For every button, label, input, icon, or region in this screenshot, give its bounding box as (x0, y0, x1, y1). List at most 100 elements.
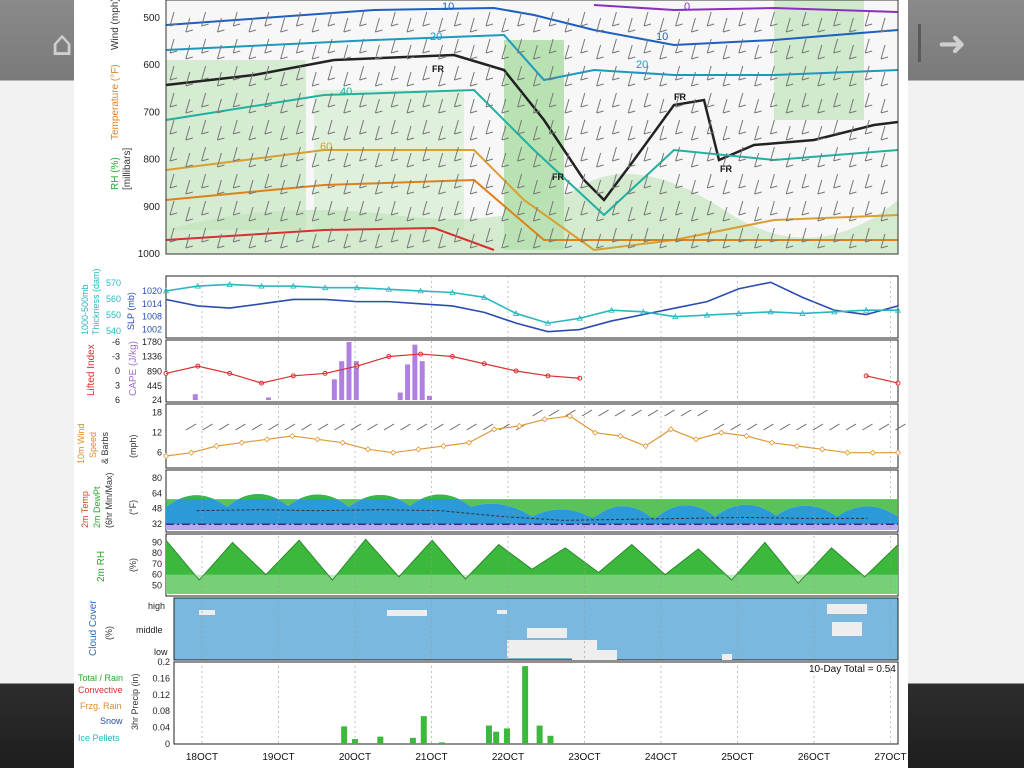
rh-tick-label: 90 (152, 537, 162, 547)
wind-barb (738, 212, 746, 216)
wind-barb (453, 11, 459, 27)
contour-label: FR (674, 92, 686, 102)
wind-barb (201, 119, 207, 135)
cape-bar (397, 392, 403, 400)
wind-tick-label: 6 (157, 448, 162, 458)
wind-barb (833, 50, 841, 54)
wind-barb (296, 104, 304, 108)
wind-barb (248, 152, 254, 168)
wind-barb (327, 38, 333, 54)
wind-barb (264, 239, 272, 243)
wind-barb (185, 17, 191, 33)
wind-barb (400, 423, 411, 431)
wind-barb (454, 212, 462, 216)
wind-barb (801, 92, 807, 108)
wind-barb (485, 158, 494, 162)
wind-tick-label: 12 (152, 428, 162, 438)
wind-barb (596, 110, 604, 114)
wind-barb (627, 17, 633, 33)
wind-barb (359, 200, 365, 216)
wind-barb (786, 83, 794, 87)
wind-barb (659, 179, 665, 195)
wind-barb (232, 11, 238, 27)
wind-barb (248, 29, 257, 33)
wind-barb (232, 200, 238, 216)
wind-barb (469, 44, 475, 60)
wind-barb (865, 23, 873, 27)
wind-barb (643, 212, 652, 216)
wind-barb (817, 233, 823, 249)
wind-barb (233, 104, 241, 108)
wind-barb (865, 212, 873, 216)
wind-barb (706, 11, 712, 27)
wind-speed-point (339, 439, 346, 446)
wind-barb (327, 185, 336, 189)
wind-barb (185, 191, 193, 195)
wind-barb (374, 125, 380, 141)
wind-barb (659, 164, 667, 168)
wind-barb (469, 125, 475, 141)
wind-barb (312, 110, 320, 114)
wind-barb (659, 83, 667, 87)
series-line (165, 283, 898, 324)
wind-barb (296, 77, 304, 81)
wind-barb (343, 233, 349, 249)
wind-barb (817, 206, 823, 222)
wind-barb (580, 212, 588, 216)
precip-total-label: 10-Day Total = 0.54 (809, 664, 896, 675)
wind-barb (185, 137, 193, 141)
wind-barb (391, 50, 399, 54)
wind-barb (517, 38, 523, 54)
wind-barb (201, 11, 207, 27)
cloud-level-middle: middle (136, 625, 163, 635)
wind-barb (785, 206, 791, 222)
wind-barb (849, 83, 857, 87)
wind-barb (691, 191, 699, 195)
wind-speed-point (390, 449, 397, 456)
arrow-right-icon[interactable]: ➜ (937, 24, 967, 64)
wind-barb (786, 56, 794, 60)
wind-barb (722, 206, 728, 222)
wind-barb (295, 92, 301, 108)
cape-bar (353, 361, 359, 400)
wind-barb (675, 77, 683, 81)
wind-barb (248, 44, 254, 60)
wind-barb (659, 98, 665, 114)
wind-barb (201, 23, 209, 27)
wind-barb (532, 98, 538, 114)
wind-barb (628, 164, 636, 168)
wind-barb (264, 200, 270, 216)
wind-speed-point (188, 449, 195, 456)
wind-barb (817, 191, 825, 195)
wind-barb (438, 152, 444, 168)
wind-barb (295, 119, 301, 135)
series-point (640, 308, 647, 315)
wind-barb (438, 110, 446, 114)
wind-barb (754, 152, 760, 168)
wind-barb (664, 409, 675, 417)
cloud-level-low: low (154, 647, 168, 657)
contour-label: 60 (320, 141, 332, 153)
wind-barb (880, 179, 886, 195)
wind-barb (501, 179, 507, 195)
wind-barb (801, 23, 810, 27)
wind-barb (580, 23, 588, 27)
wind-barb (849, 56, 857, 60)
wind-barb (690, 98, 696, 114)
wind-barb (532, 44, 538, 60)
cloud-block (722, 654, 732, 660)
wind-barb (343, 83, 351, 87)
wind-barb (596, 164, 604, 168)
wind-barb (264, 185, 272, 189)
wind-barb (565, 409, 576, 417)
home-icon[interactable]: ⌂ (51, 24, 73, 64)
wind-barb (438, 29, 446, 33)
wind-barb (264, 146, 270, 162)
wind-barb (533, 245, 541, 249)
wind-barb (722, 164, 731, 168)
wind-barb (327, 239, 336, 243)
wind-barb (862, 423, 873, 431)
cloud-block (572, 650, 617, 660)
wind-barb (311, 98, 317, 114)
wind-barb (406, 125, 412, 141)
